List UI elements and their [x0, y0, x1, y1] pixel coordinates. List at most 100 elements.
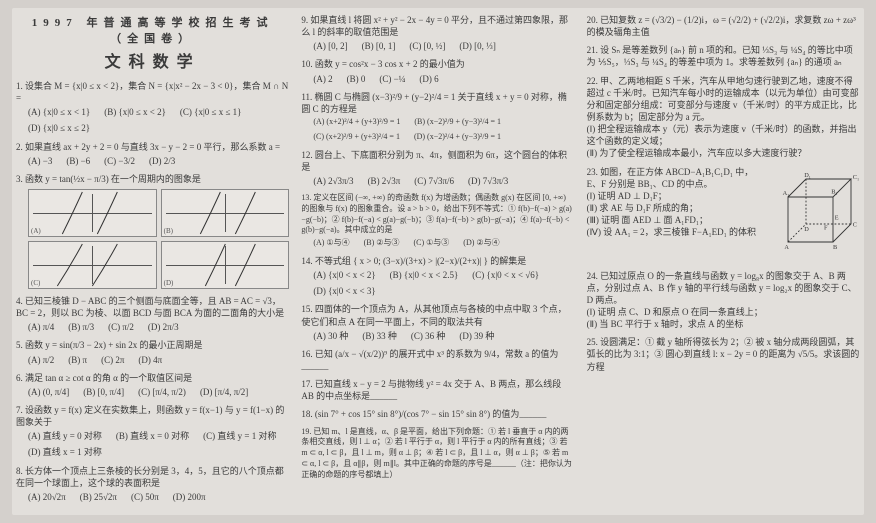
question-text: 9. 如果直线 l 将圆 x² + y² − 2x − 4y = 0 平分，且不…: [301, 15, 568, 37]
question-text: 1. 设集合 M = {x|0 ≤ x < 2}，集合 N = {x|x² − …: [16, 81, 288, 103]
opt-d: (D) 2π/3: [148, 321, 179, 333]
opt-c: (C) {x|0 ≤ x ≤ 1}: [180, 106, 242, 118]
question-3: 3. 函数 y = tan(½x − π/3) 在一个周期内的图象是 (A) (…: [16, 173, 289, 289]
q11-options: (A) (x+2)²/4 + (y+3)²/9 = 1 (B) (x−2)²/9…: [313, 117, 574, 143]
opt-d: (D) [π/4, π/2]: [200, 386, 248, 398]
exam-header: 1997 年普通高等学校招生考试（全国卷）: [16, 14, 289, 46]
q7-options: (A) 直线 y = 0 对称 (B) 直线 x = 0 对称 (C) 直线 y…: [28, 430, 289, 458]
opt-c: (C) −¼: [379, 73, 405, 85]
svg-text:E: E: [835, 214, 839, 221]
question-text: 22. 甲、乙两地相距 S 千米，汽车从甲地匀速行驶到乙地，速度不得超过 c 千…: [587, 76, 859, 122]
graph-d: (D): [161, 241, 290, 289]
q3-graphs: (A) (B) (C) (D): [28, 189, 289, 289]
question-5: 5. 函数 y = sin(π/3 − 2x) + sin 2x 的最小正周期是…: [16, 339, 289, 365]
part-2: (Ⅱ) 为了使全程运输成本最小，汽车应以多大速度行驶？: [587, 148, 807, 158]
opt-c: (C) 7√3π/6: [414, 175, 454, 187]
opt-b: (B) 25√2π: [80, 491, 117, 503]
question-1: 1. 设集合 M = {x|0 ≤ x < 2}，集合 N = {x|x² − …: [16, 80, 289, 135]
svg-text:B: B: [833, 244, 837, 251]
opt-d: (D) 直线 x = 1 对称: [28, 446, 102, 458]
opt-b: (B) π/3: [68, 321, 94, 333]
q15-options: (A) 30 种 (B) 33 种 (C) 36 种 (D) 39 种: [313, 330, 574, 342]
part-1: (Ⅰ) 证明 点 C、D 和原点 O 在同一条直线上；: [587, 307, 763, 317]
opt-c: (C) ①与③: [413, 238, 449, 249]
opt-c: (C) 36 种: [411, 330, 446, 342]
question-text: 17. 已知直线 x − y = 2 与抛物线 y² = 4x 交于 A、B 两…: [301, 379, 561, 401]
question-text: 14. 不等式组 { x > 0; (3−x)/(3+x) > |(2−x)/(…: [301, 256, 526, 266]
opt-d: (D) 4π: [138, 354, 162, 366]
opt-b: (B) [0, 1]: [362, 40, 396, 52]
opt-b: (B) ②与③: [364, 238, 400, 249]
opt-c: (C) 50π: [131, 491, 159, 503]
exam-page: 1997 年普通高等学校招生考试（全国卷） 文科数学 1. 设集合 M = {x…: [12, 8, 864, 515]
opt-d: (D) 200π: [173, 491, 206, 503]
question-text: 10. 函数 y = cos²x − 3 cos x + 2 的最小值为: [301, 59, 464, 69]
question-text: 13. 定义在区间 (−∞, +∞) 的奇函数 f(x) 为增函数；偶函数 g(…: [301, 193, 572, 234]
opt-a: (A) (x+2)²/4 + (y+3)²/9 = 1: [313, 117, 400, 128]
q8-options: (A) 20√2π (B) 25√2π (C) 50π (D) 200π: [28, 491, 289, 503]
opt-b: (B) 33 种: [362, 330, 397, 342]
opt-b: (B) 0: [347, 73, 366, 85]
question-17: 17. 已知直线 x − y = 2 与抛物线 y² = 4x 交于 A、B 两…: [301, 378, 574, 402]
opt-d: (D) {x|0 < x < 3}: [313, 285, 375, 297]
opt-a: (A) 20√2π: [28, 491, 66, 503]
question-10: 10. 函数 y = cos²x − 3 cos x + 2 的最小值为 (A)…: [301, 58, 574, 84]
opt-d: (D) 6: [419, 73, 438, 85]
svg-text:B₁: B₁: [831, 188, 837, 195]
question-12: 12. 圆台上、下底面积分别为 π、4π，侧面积为 6π，这个圆台的体积是 (A…: [301, 149, 574, 187]
opt-c: (C) 直线 y = 1 对称: [203, 430, 276, 442]
graph-a: (A): [28, 189, 157, 237]
q12-options: (A) 2√3π/3 (B) 2√3π (C) 7√3π/6 (D) 7√3π/…: [313, 175, 574, 187]
opt-a: (A) 30 种: [313, 330, 348, 342]
question-8: 8. 长方体一个顶点上三条棱的长分别是 3，4，5，且它的八个顶点都在同一个球面…: [16, 465, 289, 503]
question-text: 8. 长方体一个顶点上三条棱的长分别是 3，4，5，且它的八个顶点都在同一个球面…: [16, 466, 284, 488]
opt-a: (A) [0, 2]: [313, 40, 347, 52]
opt-a: (A) ①与④: [313, 238, 349, 249]
part-2: (Ⅱ) 当 BC 平行于 x 轴时，求点 A 的坐标: [587, 319, 744, 329]
opt-c: (C) −3/2: [104, 155, 135, 167]
opt-c: (C) (x+2)²/9 + (y+3)²/4 = 1: [313, 132, 400, 143]
question-text: 24. 已知过原点 O 的一条直线与函数 y = log₈x 的图象交于 A、B…: [587, 271, 857, 305]
question-20: 20. 已知复数 z = (√3/2) − (1/2)i，ω = (√2/2) …: [587, 14, 860, 38]
question-18: 18. (sin 7° + cos 15° sin 8°)/(cos 7° − …: [301, 408, 574, 420]
svg-text:A₁: A₁: [783, 190, 790, 197]
question-text: 25. 设圆满足：① 截 y 轴所得弦长为 2；② 被 x 轴分成两段圆弧，其弧…: [587, 337, 860, 371]
svg-text:C₁: C₁: [853, 174, 859, 181]
q1-options: (A) {x|0 ≤ x < 1} (B) {x|0 ≤ x < 2} (C) …: [28, 106, 289, 134]
column-3: 20. 已知复数 z = (√3/2) − (1/2)i，ω = (√2/2) …: [587, 14, 860, 509]
graph-b: (B): [161, 189, 290, 237]
q9-options: (A) [0, 2] (B) [0, 1] (C) [0, ½] (D) [0,…: [313, 40, 574, 52]
svg-text:D: D: [804, 226, 809, 233]
opt-d: (D) {x|0 ≤ x ≤ 2}: [28, 122, 90, 134]
q4-options: (A) π/4 (B) π/3 (C) π/2 (D) 2π/3: [28, 321, 289, 333]
part-4: (Ⅳ) 设 AA₁ = 2，求三棱锥 F−A₁ED₁ 的体积: [587, 227, 756, 237]
opt-b: (B) 直线 x = 0 对称: [116, 430, 189, 442]
question-24: 24. 已知过原点 O 的一条直线与函数 y = log₈x 的图象交于 A、B…: [587, 270, 860, 331]
question-text: 7. 设函数 y = f(x) 定义在实数集上，则函数 y = f(x−1) 与…: [16, 405, 284, 427]
opt-b: (B) π: [68, 354, 87, 366]
column-1: 1997 年普通高等学校招生考试（全国卷） 文科数学 1. 设集合 M = {x…: [16, 14, 289, 509]
question-21: 21. 设 Sₙ 是等差数列 {aₙ} 前 n 项的和。已知 ⅓S₃ 与 ¼S₄…: [587, 44, 860, 68]
question-14: 14. 不等式组 { x > 0; (3−x)/(3+x) > |(2−x)/(…: [301, 255, 574, 297]
column-2: 9. 如果直线 l 将圆 x² + y² − 2x − 4y = 0 平分，且不…: [301, 14, 574, 509]
opt-d: (D) [0, ⅓]: [459, 40, 496, 52]
question-15: 15. 四面体的一个顶点为 A，从其他顶点与各棱的中点中取 3 个点，使它们和点…: [301, 303, 574, 341]
opt-c: (C) {x|0 < x < √6}: [472, 269, 539, 281]
part-2: (Ⅱ) 求 AE 与 D₁F 所成的角；: [587, 203, 698, 213]
question-13: 13. 定义在区间 (−∞, +∞) 的奇函数 f(x) 为增函数；偶函数 g(…: [301, 193, 574, 249]
question-text: 23. 如图，在正方体 ABCD−A₁B₁C₁D₁ 中，E、F 分别是 BB₁、…: [587, 167, 754, 189]
opt-c: (C) [0, ½]: [409, 40, 445, 52]
question-text: 3. 函数 y = tan(½x − π/3) 在一个周期内的图象是: [16, 174, 201, 184]
opt-b: (B) −6: [66, 155, 90, 167]
svg-text:C: C: [853, 221, 857, 228]
opt-c: (C) 2π: [101, 354, 124, 366]
opt-b: (B) {x|0 ≤ x < 2}: [104, 106, 166, 118]
opt-b: (B) {x|0 < x < 2.5}: [390, 269, 459, 281]
question-text: 19. 已知 m、l 是直线，α、β 是平面，给出下列命题：① 若 l 垂直于 …: [301, 427, 572, 479]
opt-a: (A) π/4: [28, 321, 54, 333]
question-2: 2. 如果直线 ax + 2y + 2 = 0 与直线 3x − y − 2 =…: [16, 141, 289, 167]
question-22: 22. 甲、乙两地相距 S 千米，汽车从甲地匀速行驶到乙地，速度不得超过 c 千…: [587, 75, 860, 160]
opt-d: (D) 2/3: [149, 155, 175, 167]
opt-c: (C) [π/4, π/2): [138, 386, 186, 398]
opt-b: (B) 2√3π: [368, 175, 401, 187]
